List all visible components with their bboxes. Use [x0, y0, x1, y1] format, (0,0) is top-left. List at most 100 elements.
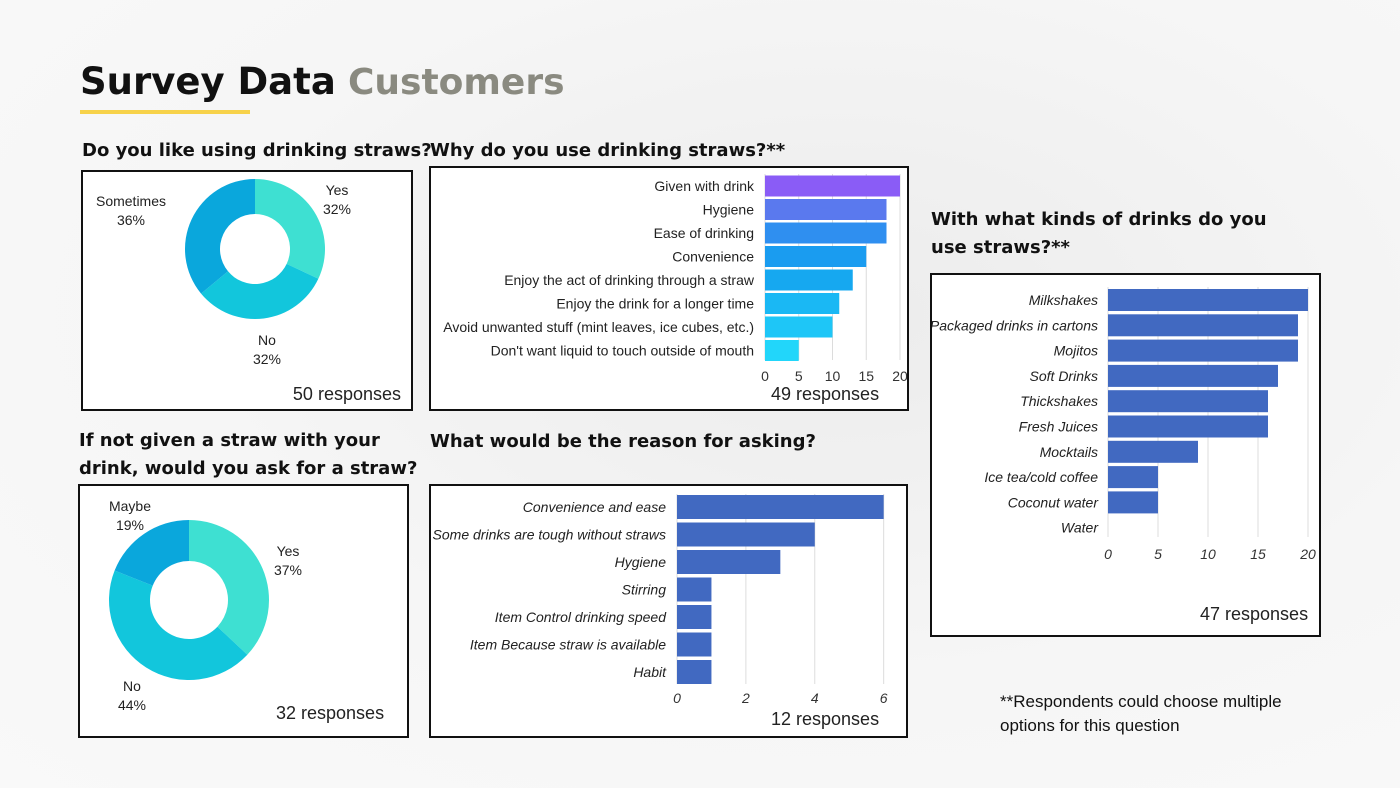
category-label: Thickshakes — [1020, 393, 1098, 409]
responses-count: 32 responses — [276, 703, 385, 723]
slice-label: Sometimes — [96, 193, 166, 209]
slice-percent: 19% — [116, 517, 144, 533]
bar — [765, 293, 840, 314]
bar — [765, 316, 833, 338]
x-tick-label: 0 — [673, 690, 681, 706]
category-label: Convenience and ease — [523, 499, 666, 515]
bar-chart-reason-asking: 0 2 4 6 Convenience and ease Some drinks are … — [433, 494, 888, 706]
chart-panel-like-straws: Yes 32% No 32% Sometimes 36% 50 responses — [81, 170, 413, 411]
pie-slice-yes — [189, 520, 269, 655]
slice-label: No — [258, 332, 276, 348]
bar — [765, 175, 900, 197]
question-like-straws: Do you like using drinking straws? — [82, 140, 432, 161]
category-label: Item Because straw is available — [470, 637, 666, 653]
page-subtitle: Customers — [348, 62, 565, 103]
bar — [677, 605, 712, 629]
responses-count: 12 responses — [771, 709, 880, 729]
bar — [1108, 339, 1298, 362]
bar — [765, 199, 887, 220]
question-drink-kinds: With what kinds of drinks do you use str… — [931, 209, 1267, 258]
bar — [677, 632, 712, 657]
title-underline — [80, 110, 250, 114]
slice-label: Yes — [326, 182, 349, 198]
bar — [1108, 314, 1298, 337]
x-tick-label: 15 — [1250, 546, 1266, 562]
footnote: **Respondents could choose multiple opti… — [1000, 692, 1282, 735]
x-tick-label: 20 — [892, 368, 907, 384]
category-label: Ease of drinking — [654, 225, 754, 241]
category-label: Avoid unwanted stuff (mint leaves, ice c… — [443, 319, 754, 335]
bar — [677, 577, 712, 602]
chart-panel-why-straws: 0 5 10 15 20 Given with drink Hygiene Ease of d… — [429, 166, 909, 411]
category-label: Mojitos — [1054, 343, 1098, 359]
x-tick-label: 10 — [1200, 546, 1216, 562]
category-label: Given with drink — [654, 178, 755, 194]
category-label: Packaged drinks in cartons — [932, 317, 1098, 333]
pie-slice-sometimes — [185, 179, 255, 294]
bar — [765, 222, 887, 244]
category-label: Hygiene — [703, 202, 755, 218]
x-tick-label: 5 — [1154, 546, 1162, 562]
bar — [765, 246, 867, 267]
x-tick-label: 6 — [880, 690, 888, 706]
x-tick-label: 0 — [761, 368, 769, 384]
chart-panel-drink-kinds: 0 5 10 15 20 Milkshakes Packaged drinks in car… — [930, 273, 1321, 637]
slice-percent: 32% — [323, 201, 351, 217]
bar-chart-why-straws: 0 5 10 15 20 Given with drink Hygiene Ease of d… — [443, 174, 908, 384]
bar — [765, 269, 853, 291]
x-tick-label: 0 — [1104, 546, 1112, 562]
category-label: Enjoy the act of drinking through a stra… — [504, 272, 755, 288]
question-reason-asking: What would be the reason for asking? — [430, 431, 816, 452]
responses-count: 50 responses — [292, 384, 401, 404]
question-ask-straw: If not given a straw with your drink, wo… — [79, 430, 418, 479]
category-label: Coconut water — [1008, 494, 1100, 510]
category-label: Fresh Juices — [1019, 419, 1098, 435]
x-tick-label: 2 — [741, 690, 750, 706]
bar — [765, 340, 799, 361]
x-tick-label: 10 — [825, 368, 841, 384]
chart-panel-ask-straw: Yes 37% No 44% Maybe 19% 32 responses — [78, 484, 409, 738]
category-label: Some drinks are tough without straws — [433, 527, 666, 543]
bar — [1108, 491, 1158, 514]
slice-percent: 36% — [117, 212, 145, 228]
responses-count: 47 responses — [1200, 604, 1309, 624]
bar — [1108, 440, 1198, 463]
pie-slice-no — [201, 263, 319, 319]
pie-chart-like-straws: Yes 32% No 32% Sometimes 36% — [96, 179, 351, 367]
question-why-straws: Why do you use drinking straws?** — [430, 140, 786, 161]
category-label: Don't want liquid to touch outside of mo… — [491, 343, 754, 359]
slice-label: Yes — [277, 543, 300, 559]
category-label: Hygiene — [615, 554, 667, 570]
category-label: Habit — [633, 664, 667, 680]
bar — [677, 550, 781, 574]
category-label: Item Control drinking speed — [495, 609, 667, 625]
bar-chart-drink-kinds: 0 5 10 15 20 Milkshakes Packaged drinks in car… — [930, 287, 1316, 562]
pie-slice-yes — [255, 179, 325, 279]
slice-label: Maybe — [109, 498, 151, 514]
category-label: Water — [1061, 520, 1099, 536]
category-label: Mocktails — [1040, 444, 1098, 460]
bar — [1108, 466, 1158, 489]
pie-chart-ask-straw: Yes 37% No 44% Maybe 19% — [109, 498, 302, 713]
bar — [677, 495, 884, 519]
bar — [1108, 415, 1268, 438]
x-tick-label: 20 — [1299, 546, 1316, 562]
slice-percent: 32% — [253, 351, 281, 367]
x-tick-label: 15 — [858, 368, 874, 384]
bar — [677, 660, 712, 684]
category-label: Enjoy the drink for a longer time — [556, 296, 754, 312]
pie-slice-no — [109, 570, 248, 680]
chart-panel-reason-asking: 0 2 4 6 Convenience and ease Some drinks are … — [429, 484, 908, 738]
category-label: Stirring — [622, 582, 667, 598]
responses-count: 49 responses — [771, 384, 880, 404]
slice-label: No — [123, 678, 141, 694]
bar — [677, 522, 815, 547]
x-tick-label: 5 — [795, 368, 803, 384]
bar — [1108, 364, 1278, 387]
bar — [1108, 390, 1268, 413]
bar — [1108, 289, 1308, 311]
category-label: Milkshakes — [1029, 292, 1098, 308]
category-label: Convenience — [672, 249, 754, 265]
category-label: Ice tea/cold coffee — [984, 469, 1098, 485]
slice-percent: 37% — [274, 562, 302, 578]
